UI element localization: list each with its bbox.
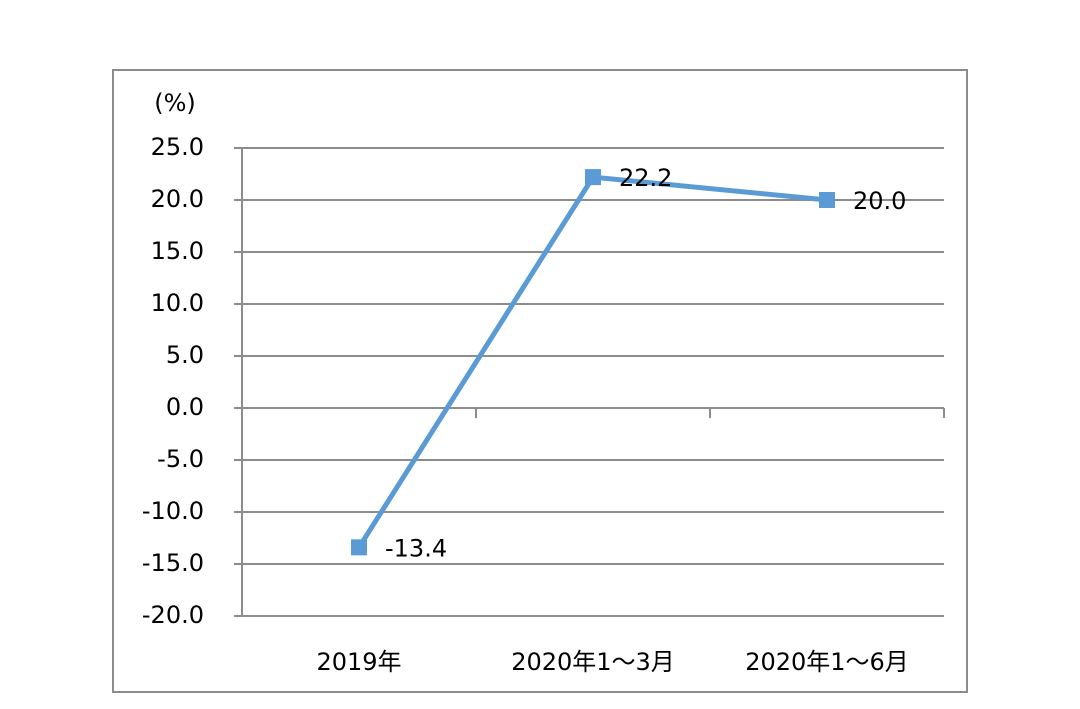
series-line: [356, 174, 828, 549]
y-tick-label: 20.0: [151, 185, 204, 213]
y-tick-label: 10.0: [151, 289, 204, 317]
y-tick-label: -15.0: [142, 549, 204, 577]
y-tick-label: -20.0: [142, 601, 204, 629]
data-label: 22.2: [619, 164, 672, 192]
x-tick-label: 2020年1～3月: [511, 648, 675, 676]
y-tick-label: 15.0: [151, 237, 204, 265]
y-tick-label: 5.0: [166, 341, 204, 369]
y-tick-label: 25.0: [151, 133, 204, 161]
y-axis-label: (%): [154, 89, 196, 117]
data-label: -13.4: [385, 534, 447, 562]
marker: [819, 192, 835, 208]
marker: [351, 539, 367, 556]
data-label: 20.0: [853, 187, 906, 215]
marker: [585, 169, 601, 186]
chart-border: [112, 69, 968, 693]
x-tick-label: 2020年1～6月: [745, 648, 909, 676]
x-tick-label: 2019年: [316, 648, 401, 676]
y-tick-label: -5.0: [157, 445, 204, 473]
y-tick-label: -10.0: [142, 497, 204, 525]
y-tick-label: 0.0: [166, 393, 204, 421]
